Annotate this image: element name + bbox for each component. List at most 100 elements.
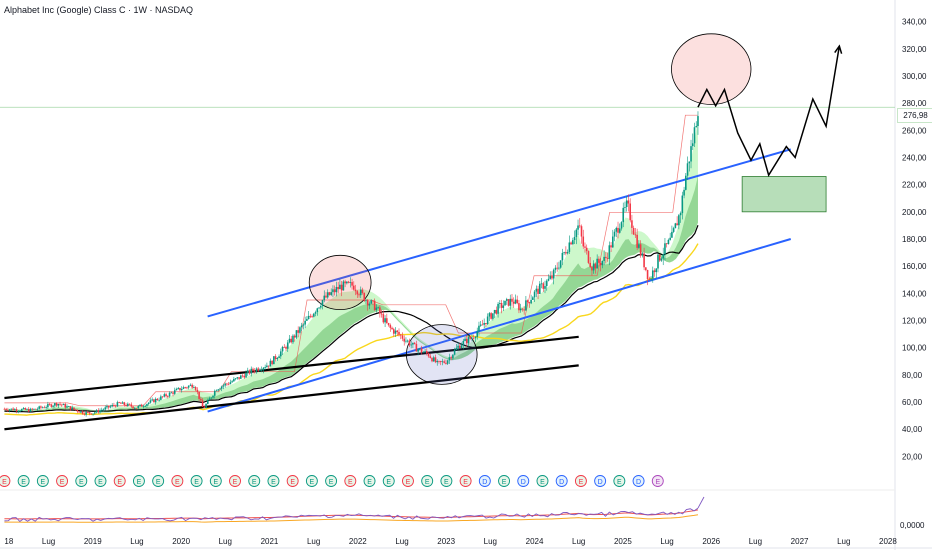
candle-body bbox=[295, 330, 298, 338]
candle-body bbox=[106, 405, 108, 408]
earnings-marker-label: E bbox=[98, 479, 103, 486]
earnings-marker bbox=[574, 475, 587, 487]
candle-body bbox=[424, 350, 426, 352]
candle-body bbox=[130, 404, 133, 407]
earnings-marker bbox=[613, 475, 626, 487]
candle-body bbox=[351, 282, 353, 286]
candle-body bbox=[139, 404, 141, 407]
candle-body bbox=[219, 388, 221, 390]
earnings-marker bbox=[248, 475, 261, 487]
candle-body bbox=[438, 360, 440, 362]
candle-body bbox=[403, 338, 406, 342]
candle-body bbox=[605, 256, 607, 258]
candle-body bbox=[603, 256, 605, 262]
candle-body bbox=[412, 342, 414, 345]
candle-body bbox=[149, 400, 152, 403]
candle-body bbox=[332, 289, 334, 293]
candle-body bbox=[309, 315, 312, 317]
candle-body bbox=[363, 292, 366, 301]
earnings-marker-label: E bbox=[156, 479, 161, 486]
candle-body bbox=[187, 385, 190, 388]
candle-body bbox=[210, 397, 213, 399]
earnings-marker-label: D bbox=[559, 479, 564, 486]
candle-body bbox=[337, 286, 339, 290]
candle-body bbox=[532, 297, 534, 300]
candle-body bbox=[286, 342, 289, 349]
y-tick-label: 20,00 bbox=[902, 452, 923, 461]
candle-body bbox=[222, 385, 225, 387]
candle-body bbox=[123, 402, 126, 406]
earnings-marker bbox=[0, 475, 11, 487]
candle-body bbox=[208, 398, 211, 400]
candle-body bbox=[462, 340, 465, 346]
candle-body bbox=[615, 227, 618, 232]
candle-body bbox=[236, 377, 239, 379]
earnings-marker bbox=[17, 475, 30, 487]
candle-body bbox=[549, 276, 552, 279]
candle-body bbox=[497, 303, 499, 314]
earnings-marker-label: E bbox=[21, 479, 26, 486]
candle-body bbox=[439, 361, 442, 362]
candle-body bbox=[137, 406, 140, 409]
candle-body bbox=[471, 337, 473, 339]
candle-body bbox=[198, 391, 200, 399]
candle-body bbox=[358, 294, 360, 296]
candle-body bbox=[565, 252, 567, 254]
candle-body bbox=[561, 252, 564, 261]
earnings-marker bbox=[478, 475, 491, 487]
earnings-marker-label: E bbox=[60, 479, 65, 486]
candle-body bbox=[514, 299, 517, 304]
candle-body bbox=[127, 403, 129, 407]
candle-body bbox=[387, 322, 390, 326]
x-tick-label: 2023 bbox=[437, 537, 455, 546]
candle-body bbox=[406, 340, 409, 342]
candle-body bbox=[545, 280, 548, 287]
candle-body bbox=[326, 292, 329, 298]
candle-body bbox=[452, 354, 454, 359]
candle-body bbox=[12, 408, 14, 411]
x-tick-label: 2022 bbox=[349, 537, 367, 546]
candle-body bbox=[193, 387, 195, 388]
earnings-marker bbox=[421, 475, 434, 487]
candle-body bbox=[313, 313, 315, 317]
candle-body bbox=[525, 300, 527, 311]
candle-body bbox=[379, 307, 381, 314]
candle-body bbox=[307, 315, 310, 320]
candle-body bbox=[167, 396, 169, 397]
candle-body bbox=[240, 375, 242, 379]
candle-body bbox=[384, 318, 386, 323]
candle-body bbox=[342, 281, 345, 291]
earnings-marker bbox=[305, 475, 318, 487]
candle-body bbox=[612, 236, 614, 248]
candle-body bbox=[173, 390, 176, 394]
candle-body bbox=[672, 228, 675, 232]
candle-body bbox=[302, 324, 305, 326]
candle-body bbox=[269, 360, 272, 367]
candle-body bbox=[420, 348, 423, 353]
candle-body bbox=[158, 399, 160, 401]
candle-body bbox=[537, 288, 539, 294]
earnings-marker-label: D bbox=[598, 479, 603, 486]
candle-body bbox=[118, 402, 120, 403]
earnings-marker-label: E bbox=[175, 479, 180, 486]
candle-body bbox=[20, 409, 23, 411]
candle-body bbox=[479, 324, 482, 326]
candle-body bbox=[73, 407, 75, 410]
target-zone-box bbox=[741, 176, 827, 213]
candle-body bbox=[17, 410, 20, 412]
candle-body bbox=[660, 258, 663, 261]
candle-body bbox=[273, 356, 275, 365]
candle-body bbox=[113, 404, 115, 406]
candle-body bbox=[629, 203, 631, 221]
candle-body bbox=[257, 368, 260, 371]
candle-body bbox=[172, 392, 174, 394]
candle-body bbox=[354, 289, 357, 292]
candle-body bbox=[196, 389, 199, 392]
earnings-marker-label: E bbox=[117, 479, 122, 486]
earnings-marker-label: E bbox=[425, 479, 430, 486]
candle-body bbox=[582, 236, 585, 247]
candle-body bbox=[100, 409, 103, 411]
candle-body bbox=[27, 409, 30, 412]
